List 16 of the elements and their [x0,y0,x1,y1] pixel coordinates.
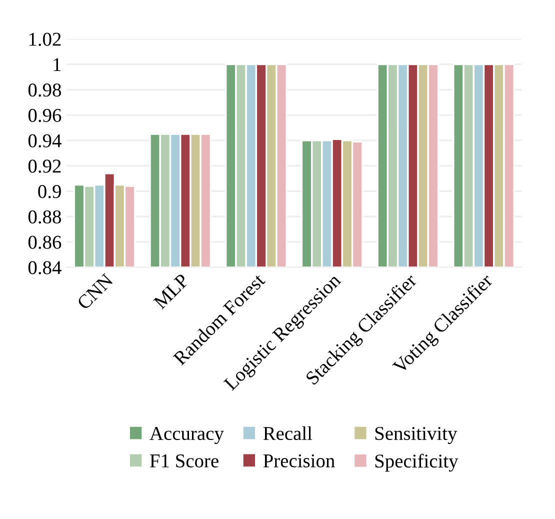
legend-label: Sensitivity [375,426,458,444]
legend-label: Precision [263,454,335,468]
y-tick-label: 1 [54,58,61,72]
legend-label: Specificity [375,454,458,472]
y-tick-label: 0.9 [38,184,61,198]
y-tick-label: 0.88 [28,210,61,224]
y-tick-label: 0.92 [28,160,61,173]
y-tick-label: 0.96 [28,108,62,122]
legend-label: Accuracy [150,427,224,444]
y-tick-label: 0.94 [28,134,62,148]
legend-label: F1 Score [150,454,218,468]
legend-label: Recall [263,426,312,440]
y-tick-label: 1.02 [29,32,61,46]
y-tick-label: 0.86 [28,236,62,249]
y-tick-label: 0.98 [28,83,61,97]
y-tick-label: 0.84 [28,261,62,274]
